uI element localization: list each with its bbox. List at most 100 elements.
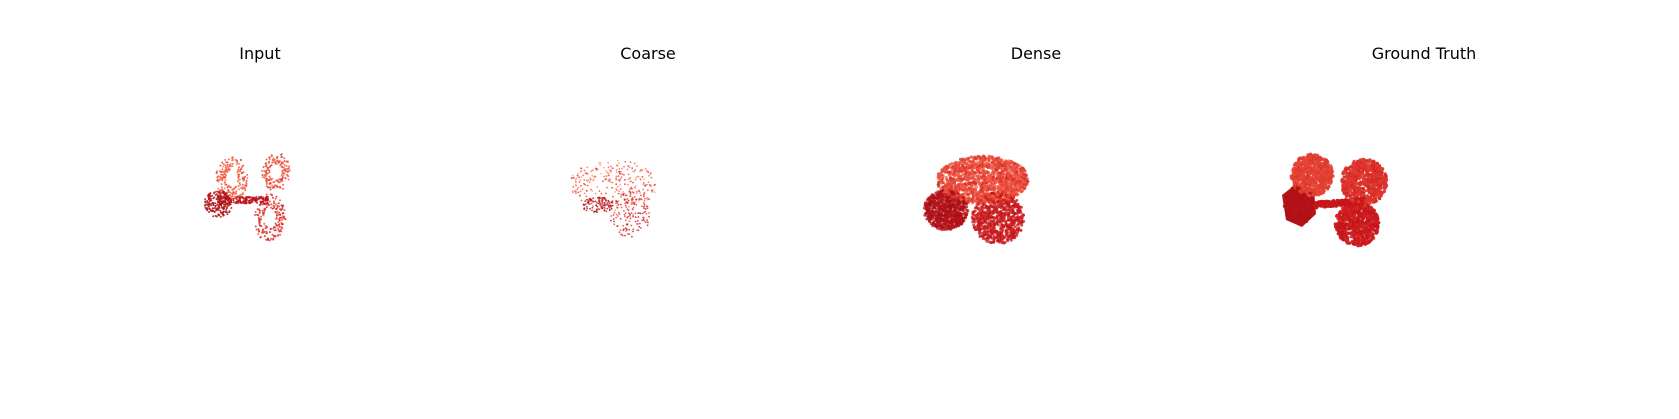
coarse-point bbox=[640, 227, 642, 229]
coarse-point bbox=[629, 161, 632, 163]
input-point bbox=[261, 198, 264, 201]
coarse-point bbox=[633, 201, 636, 204]
coarse-point bbox=[628, 233, 631, 236]
dense-point bbox=[988, 200, 992, 203]
coarse-point bbox=[631, 197, 634, 199]
input-point bbox=[262, 228, 265, 231]
coarse-point bbox=[631, 201, 633, 204]
input-point bbox=[273, 161, 276, 164]
dense-point bbox=[1013, 183, 1017, 187]
dense-point bbox=[994, 198, 998, 202]
input-point bbox=[282, 217, 285, 219]
dense-point bbox=[1009, 174, 1013, 177]
coarse-point bbox=[623, 165, 625, 168]
dense-point bbox=[970, 155, 974, 159]
coarse-point bbox=[605, 210, 608, 213]
input-point bbox=[243, 186, 245, 189]
coarse-point bbox=[615, 177, 617, 180]
input-point bbox=[259, 203, 262, 206]
dense-point bbox=[929, 194, 933, 198]
coarse-point bbox=[609, 180, 611, 183]
dense-point bbox=[973, 209, 977, 213]
coarse-point bbox=[632, 170, 634, 173]
dense-point bbox=[1012, 214, 1016, 218]
coarse-point bbox=[598, 162, 601, 164]
input-point bbox=[224, 183, 227, 186]
input-point bbox=[218, 196, 221, 199]
coarse-point bbox=[622, 210, 625, 212]
dense-point bbox=[933, 196, 937, 200]
input-point bbox=[251, 198, 254, 201]
input-point bbox=[271, 233, 274, 236]
input-point bbox=[278, 230, 281, 233]
input-point bbox=[237, 168, 240, 171]
coarse-point bbox=[639, 222, 641, 225]
coarse-point bbox=[647, 198, 650, 201]
dense-point bbox=[962, 216, 966, 220]
input-point bbox=[239, 193, 242, 196]
coarse-point bbox=[614, 209, 617, 212]
coarse-point bbox=[574, 190, 577, 193]
input-point bbox=[281, 204, 284, 207]
dense-point bbox=[945, 220, 949, 224]
input-point bbox=[266, 172, 269, 175]
coarse-point bbox=[585, 205, 588, 208]
dense-point bbox=[1007, 189, 1011, 193]
coarse-point bbox=[586, 198, 588, 201]
input-point bbox=[277, 161, 280, 164]
input-point bbox=[272, 204, 275, 207]
dense-point bbox=[967, 170, 971, 174]
input-point bbox=[279, 213, 282, 216]
coarse-point bbox=[613, 211, 616, 214]
dense-point bbox=[959, 212, 963, 216]
input-point bbox=[221, 200, 224, 203]
coarse-point bbox=[627, 199, 630, 202]
dense-point bbox=[1001, 172, 1005, 176]
input-point bbox=[273, 158, 276, 161]
coarse-point bbox=[631, 235, 633, 238]
coarse-point bbox=[646, 197, 648, 199]
input-point bbox=[206, 200, 209, 202]
input-point bbox=[228, 193, 231, 196]
dense-point bbox=[993, 181, 997, 185]
coarse-point bbox=[606, 171, 609, 174]
dense-point bbox=[937, 224, 941, 227]
dense-point bbox=[990, 232, 994, 236]
input-point bbox=[268, 156, 271, 159]
dense-point bbox=[979, 234, 983, 238]
input-point bbox=[261, 176, 264, 179]
coarse-point bbox=[601, 205, 604, 207]
coarse-point bbox=[616, 185, 619, 188]
coarse-point bbox=[595, 167, 598, 170]
ground-truth-point bbox=[1290, 204, 1294, 208]
input-point bbox=[237, 170, 240, 173]
input-point bbox=[234, 192, 237, 194]
dense-point bbox=[989, 229, 993, 233]
input-point bbox=[271, 177, 274, 180]
input-point bbox=[274, 226, 277, 229]
input-point bbox=[245, 201, 248, 204]
coarse-point bbox=[620, 203, 622, 206]
coarse-point bbox=[591, 206, 594, 209]
dense-point bbox=[949, 162, 953, 166]
dense-point bbox=[1013, 225, 1017, 229]
coarse-point bbox=[642, 188, 645, 191]
coarse-point bbox=[628, 178, 631, 180]
dense-point bbox=[999, 206, 1003, 210]
input-point bbox=[218, 178, 221, 181]
ground-truth-point bbox=[1349, 235, 1353, 239]
coarse-point bbox=[616, 189, 618, 192]
dense-point bbox=[975, 163, 979, 167]
input-point bbox=[265, 165, 267, 168]
input-point bbox=[265, 174, 268, 177]
input-point bbox=[205, 207, 208, 210]
coarse-point bbox=[641, 168, 644, 171]
input-point bbox=[246, 173, 249, 176]
input-point bbox=[250, 199, 253, 202]
coarse-point bbox=[622, 225, 624, 227]
input-point bbox=[219, 164, 222, 167]
dense-point bbox=[997, 156, 1001, 160]
coarse-point bbox=[644, 167, 647, 170]
coarse-point bbox=[635, 203, 638, 206]
input-point bbox=[271, 186, 274, 189]
